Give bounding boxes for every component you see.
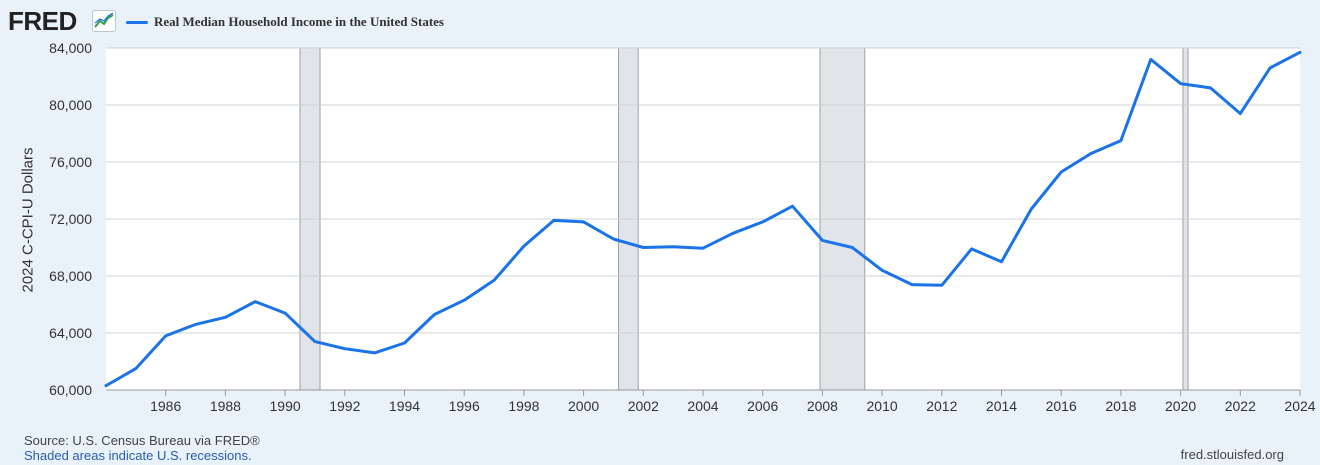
- y-tick-label: 64,000: [49, 325, 92, 341]
- data-point: [1299, 51, 1302, 54]
- data-point: [1000, 260, 1003, 263]
- data-point: [105, 384, 108, 387]
- data-point: [254, 300, 257, 303]
- data-point: [612, 237, 615, 240]
- x-tick-label: 1998: [508, 398, 539, 414]
- legend-label: Real Median Household Income in the Unit…: [154, 14, 444, 29]
- data-point: [1030, 208, 1033, 211]
- data-point: [433, 313, 436, 316]
- series-line: [104, 50, 1302, 388]
- data-point: [522, 245, 525, 248]
- data-point: [940, 284, 943, 287]
- data-point: [582, 220, 585, 223]
- x-tick-label: 1996: [449, 398, 480, 414]
- recession-note[interactable]: Shaded areas indicate U.S. recessions.: [24, 448, 252, 463]
- y-tick-label: 60,000: [49, 382, 92, 398]
- x-tick-label: 2004: [687, 398, 718, 414]
- data-point: [881, 269, 884, 272]
- x-tick-label: 2018: [1105, 398, 1136, 414]
- data-point: [284, 312, 287, 315]
- y-tick-label: 68,000: [49, 268, 92, 284]
- y-tick-label: 84,000: [49, 40, 92, 56]
- y-tick-label: 76,000: [49, 154, 92, 170]
- x-tick-label: 1988: [210, 398, 241, 414]
- fred-logo: FRED: [8, 6, 77, 36]
- data-point: [1149, 58, 1152, 61]
- x-tick-label: 1994: [389, 398, 420, 414]
- x-tick-label: 2008: [807, 398, 838, 414]
- x-tick-label: 2012: [926, 398, 957, 414]
- data-point: [463, 299, 466, 302]
- x-tick-label: 2002: [628, 398, 659, 414]
- x-tick-label: 2010: [867, 398, 898, 414]
- x-tick-label: 1992: [329, 398, 360, 414]
- data-point: [1060, 170, 1063, 173]
- x-tick-label: 2022: [1225, 398, 1256, 414]
- fred-chart-icon: [92, 10, 116, 32]
- data-point: [194, 323, 197, 326]
- data-point: [821, 239, 824, 242]
- chart-legend: Real Median Household Income in the Unit…: [126, 12, 444, 32]
- data-point: [134, 367, 137, 370]
- data-point: [910, 283, 913, 286]
- data-point: [1090, 152, 1093, 155]
- data-point: [642, 246, 645, 249]
- x-tick-label: 1990: [270, 398, 301, 414]
- x-tick-label: 2014: [986, 398, 1017, 414]
- data-point: [403, 341, 406, 344]
- source-note: Source: U.S. Census Bureau via FRED®: [24, 433, 260, 448]
- x-tick-label: 2006: [747, 398, 778, 414]
- data-point: [731, 232, 734, 235]
- data-point: [1209, 86, 1212, 89]
- data-point: [164, 334, 167, 337]
- data-point: [224, 316, 227, 319]
- fred-url[interactable]: fred.stlouisfed.org: [1180, 447, 1284, 462]
- x-tick-label: 2016: [1046, 398, 1077, 414]
- x-tick-label: 2024: [1284, 398, 1315, 414]
- data-point: [851, 246, 854, 249]
- data-point: [1269, 66, 1272, 69]
- legend-line-swatch: [126, 20, 148, 24]
- data-point: [1119, 139, 1122, 142]
- data-point: [373, 351, 376, 354]
- data-point: [552, 219, 555, 222]
- y-tick-label: 80,000: [49, 97, 92, 113]
- data-point: [343, 347, 346, 350]
- data-point: [1239, 112, 1242, 115]
- y-tick-label: 72,000: [49, 211, 92, 227]
- data-point: [791, 205, 794, 208]
- x-tick-label: 2020: [1165, 398, 1196, 414]
- data-point: [493, 279, 496, 282]
- x-tick-label: 1986: [150, 398, 181, 414]
- data-point: [970, 247, 973, 250]
- data-point: [1179, 82, 1182, 85]
- x-tick-label: 2000: [568, 398, 599, 414]
- data-point: [313, 340, 316, 343]
- data-point: [761, 220, 764, 223]
- data-point: [672, 245, 675, 248]
- data-point: [702, 247, 705, 250]
